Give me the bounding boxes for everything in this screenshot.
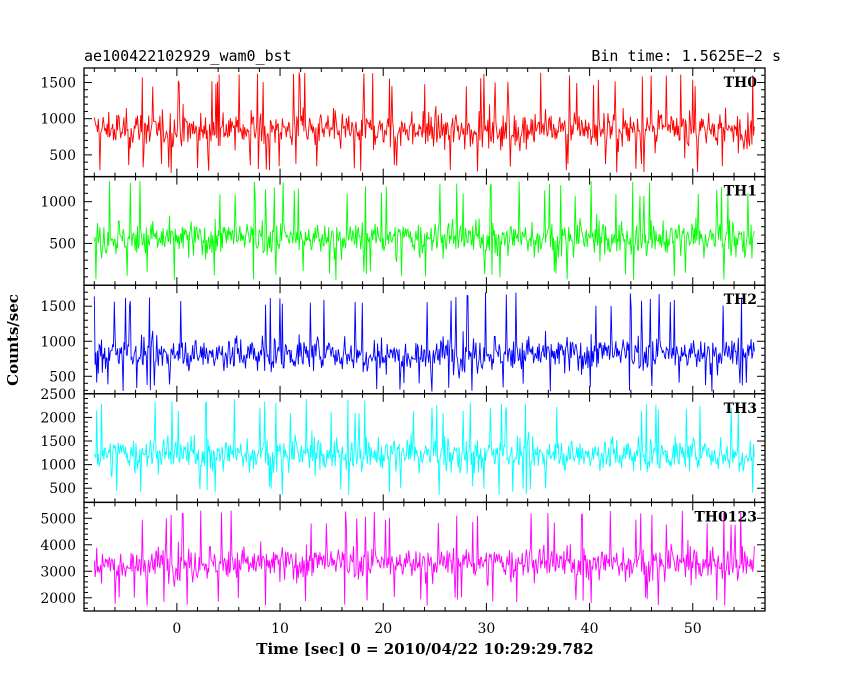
series-line-th0123	[93, 510, 755, 606]
x-tick-label: 40	[581, 621, 599, 637]
y-tick-label: 500	[49, 481, 76, 497]
series-line-th2	[93, 292, 755, 392]
y-tick-label: 1500	[40, 299, 76, 315]
x-tick-label: 30	[477, 621, 495, 637]
panel-label: TH1	[724, 184, 757, 200]
x-tick-label: 0	[172, 621, 181, 637]
y-tick-label: 2500	[40, 387, 76, 403]
panel-frame	[83, 501, 766, 612]
y-tick-label: 1500	[40, 434, 76, 450]
y-tick-label: 2000	[40, 591, 76, 607]
x-axis-title: Time [sec] 0 = 2010/04/22 10:29:29.782	[256, 640, 593, 658]
y-tick-label: 4000	[40, 538, 76, 554]
panel-label: TH0	[724, 75, 758, 91]
x-tick-labels: 0 10 20 30 40 50	[172, 621, 701, 637]
plot-title: ae100422102929_wam0_bst	[84, 47, 292, 65]
y-tick-label: 2000	[40, 410, 76, 426]
y-tick-label: 1000	[40, 334, 76, 350]
y-tick-label: 1000	[40, 112, 76, 128]
bin-time-label: Bin time: 1.5625E−2 s	[591, 47, 781, 65]
y-tick-label: 500	[49, 148, 76, 164]
panel-label: TH3	[724, 401, 757, 417]
panel-th0123: 2000 3000 4000 5000 TH0123	[40, 501, 766, 612]
x-tick-label: 10	[271, 621, 289, 637]
y-tick-label: 5000	[40, 511, 76, 527]
panel-th2: 500 1000 1500 TH2	[40, 284, 766, 395]
panel-th1: 500 1000 TH1	[40, 175, 766, 286]
panel-th3: 500 1000 1500 2000 2500 TH3	[40, 387, 766, 504]
panel-th0: 500 1000 1500 TH0	[40, 67, 766, 178]
panel-frame	[83, 284, 766, 395]
x-tick-label: 20	[374, 621, 392, 637]
panel-label: TH2	[724, 292, 757, 308]
y-tick-label: 3000	[40, 564, 76, 580]
y-tick-label: 1000	[40, 195, 76, 211]
x-tick-label: 50	[684, 621, 702, 637]
y-tick-label: 500	[49, 369, 76, 385]
y-tick-label: 500	[49, 236, 76, 252]
y-tick-label: 1500	[40, 75, 76, 91]
series-line-th3	[93, 398, 755, 495]
y-tick-label: 1000	[40, 458, 76, 474]
series-line-th1	[93, 181, 755, 280]
panel-label: TH0123	[694, 509, 757, 525]
y-axis-title: Counts/sec	[4, 294, 22, 386]
series-line-th0	[93, 72, 755, 173]
